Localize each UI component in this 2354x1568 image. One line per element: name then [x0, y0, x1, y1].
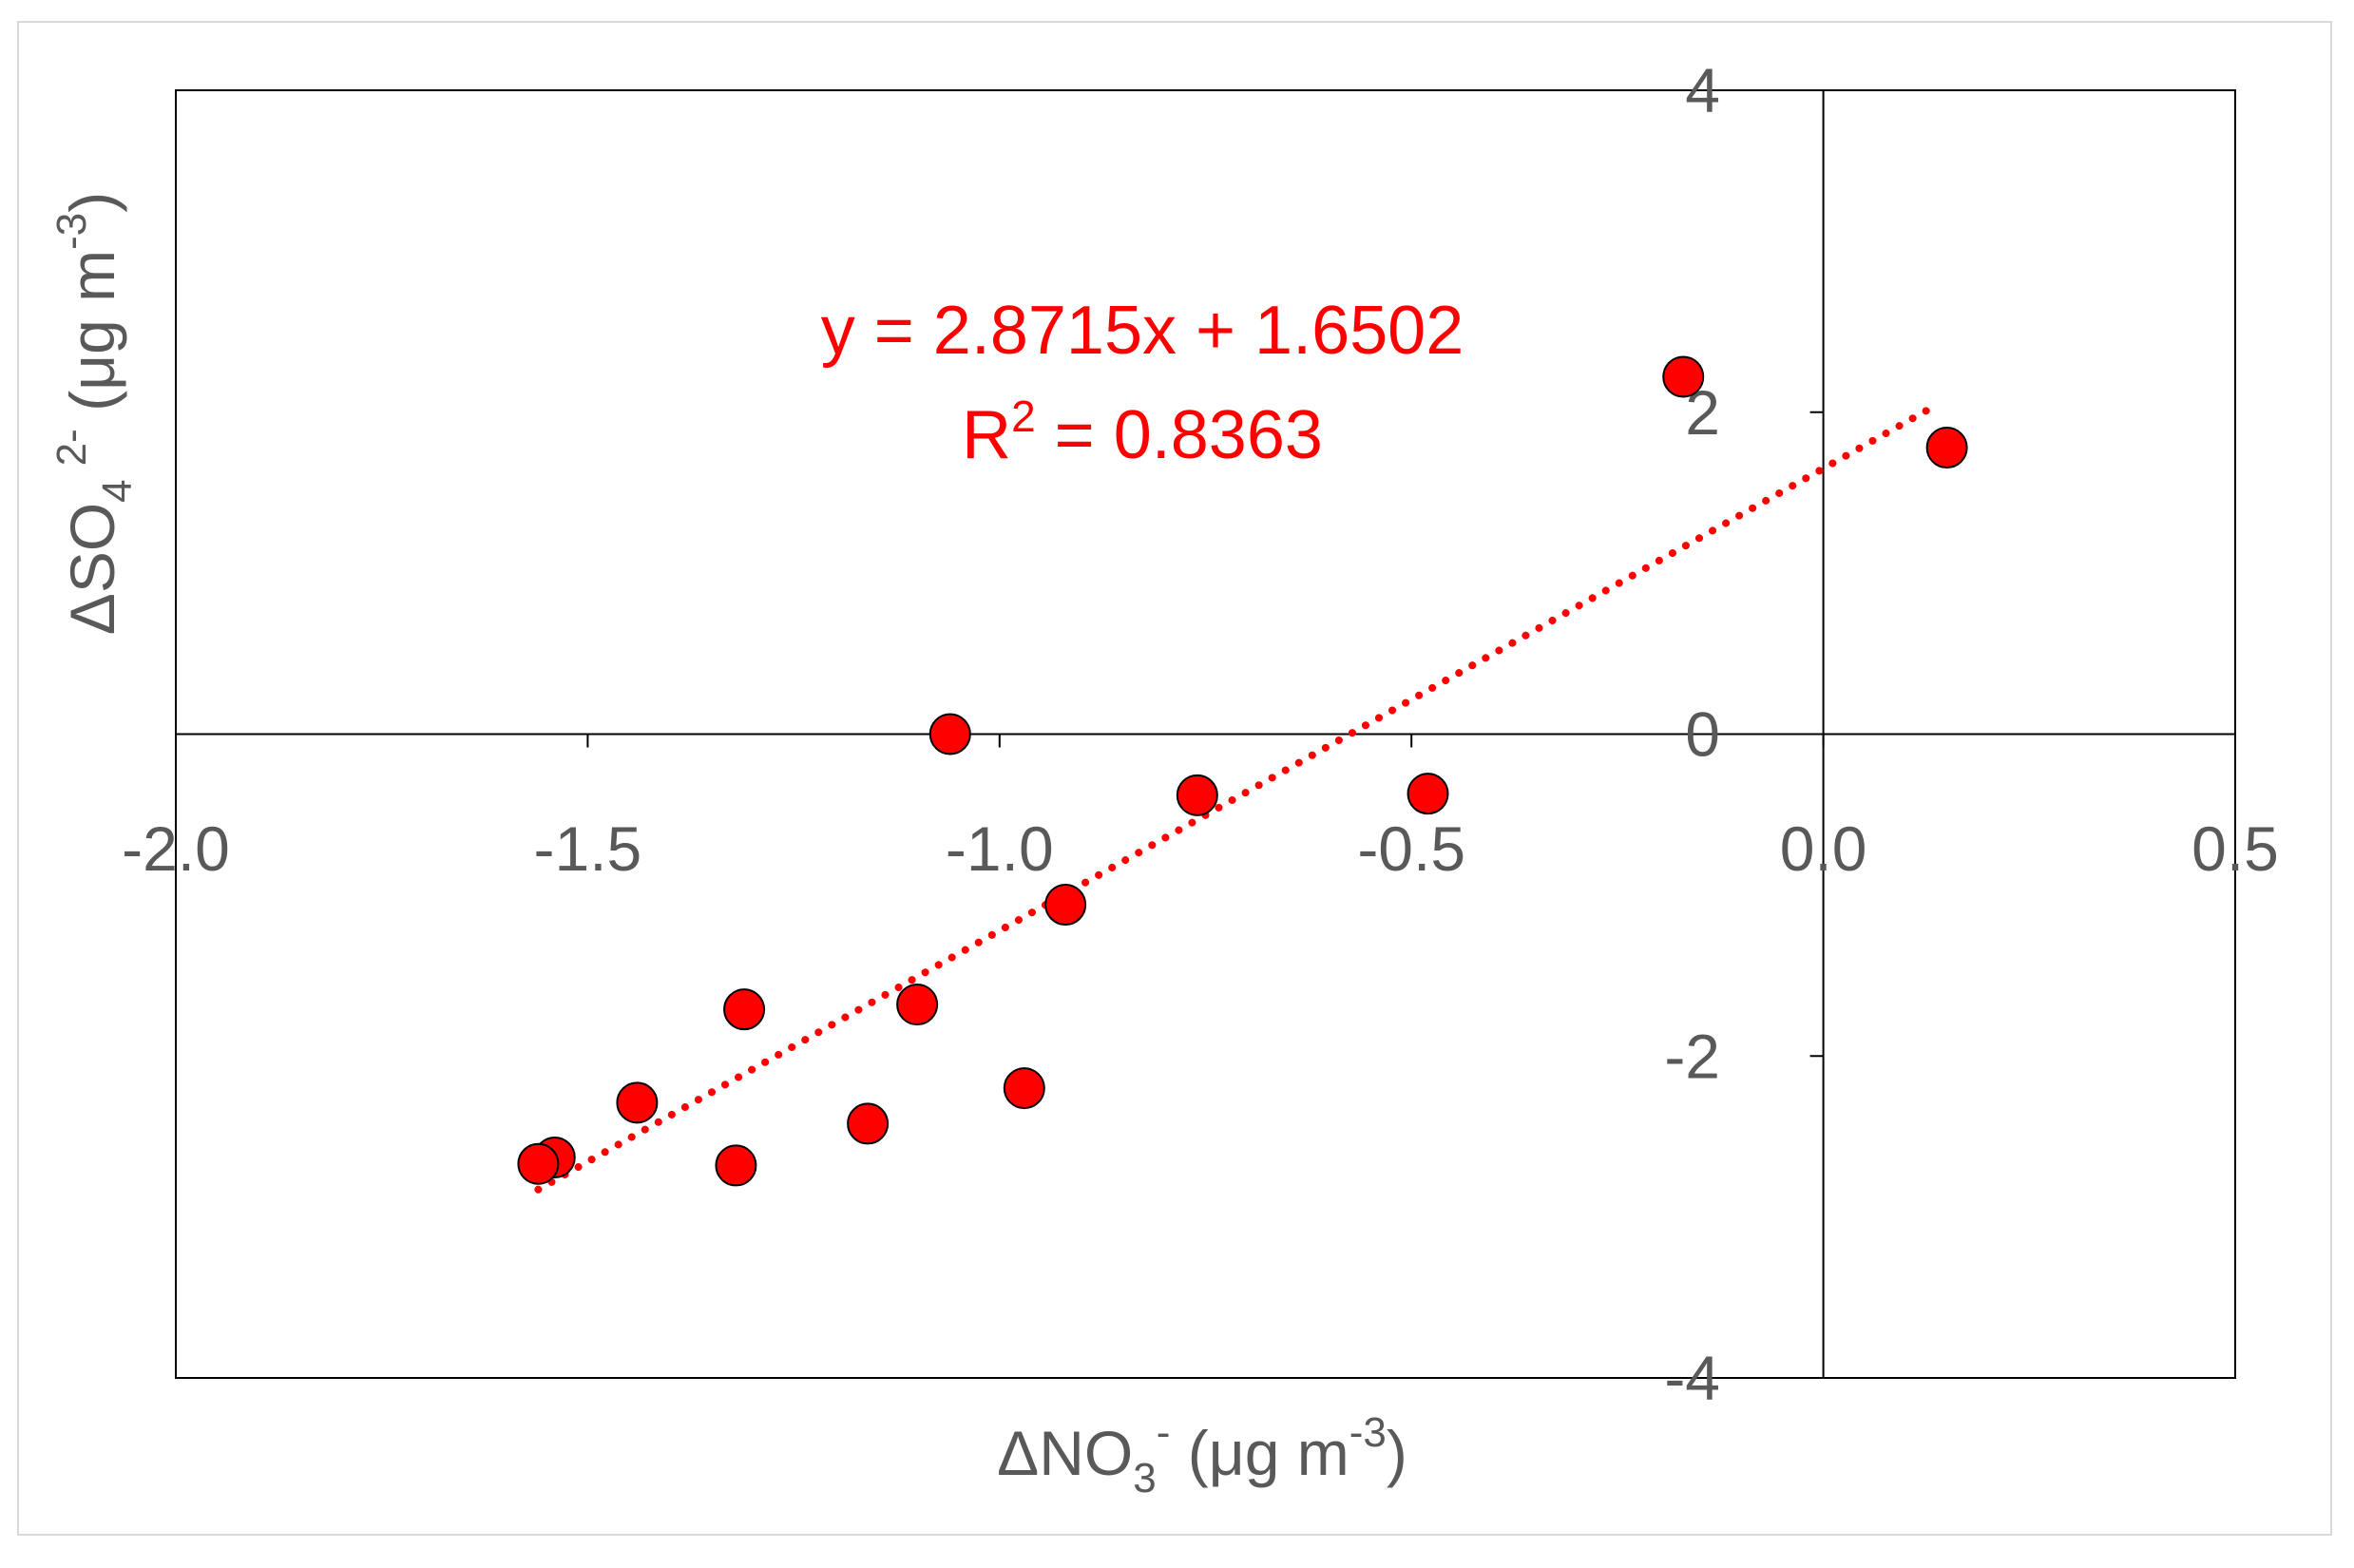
y-tick-label: -4 — [1664, 1343, 1720, 1413]
data-point — [896, 984, 939, 1026]
y-tick-label: -2 — [1664, 1021, 1720, 1091]
x-tick-label: -1.5 — [534, 813, 642, 884]
data-point — [1925, 427, 1968, 469]
x-tick-label: 0.5 — [2191, 813, 2279, 884]
x-tick-label: -1.0 — [946, 813, 1054, 884]
data-point — [715, 1144, 757, 1187]
x-tick-label: -0.5 — [1357, 813, 1465, 884]
data-point — [616, 1081, 659, 1124]
regression-equation: y = 2.8715x + 1.6502 — [821, 293, 1464, 369]
data-point — [1044, 884, 1087, 927]
data-point — [1003, 1067, 1045, 1110]
x-axis-title: ΔNO3- (μg m-3) — [997, 1409, 1407, 1501]
data-point — [723, 988, 766, 1031]
chart-frame — [17, 21, 2332, 1536]
data-point — [1662, 355, 1705, 398]
trendline — [534, 404, 1935, 1194]
data-point — [1407, 773, 1449, 815]
x-ticks: -2.0 -1.5 -1.0 -0.5 0.0 0.5 — [122, 734, 2279, 884]
data-point — [517, 1142, 560, 1185]
y-tick-label: 0 — [1685, 699, 1720, 770]
data-point — [847, 1102, 890, 1145]
data-point — [1176, 774, 1218, 816]
y-tick-label: 4 — [1685, 55, 1720, 125]
data-points — [517, 355, 1968, 1187]
x-tick-label: 0.0 — [1780, 813, 1867, 884]
x-tick-label: -2.0 — [122, 813, 230, 884]
data-point — [928, 713, 971, 755]
r-squared-label: R2 = 0.8363 — [962, 392, 1323, 473]
y-axis-title: ΔSO42- (μg m-3) — [48, 192, 141, 636]
